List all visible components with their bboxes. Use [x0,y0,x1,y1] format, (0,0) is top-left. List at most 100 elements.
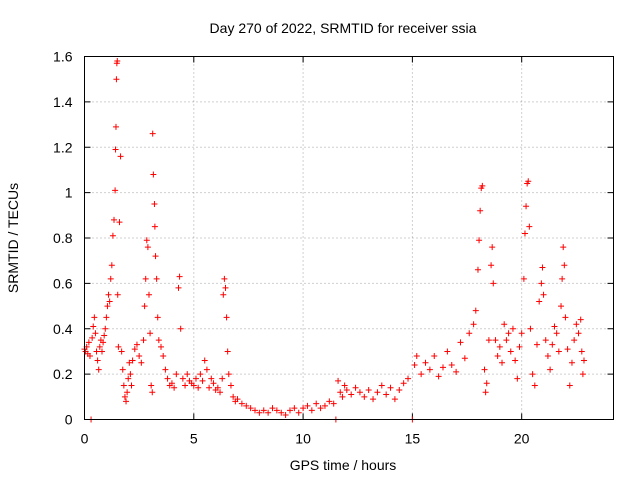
data-point [489,244,496,251]
data-point [143,237,150,244]
data-point [125,375,132,382]
data-point [505,330,512,337]
data-point [96,343,103,350]
data-point [102,325,109,332]
data-point [175,284,182,291]
data-point [151,200,158,207]
x-tick-label: 15 [405,431,421,447]
data-point [558,303,565,310]
data-point [106,298,113,305]
data-point [337,389,344,396]
data-point [540,291,547,298]
data-point [413,352,420,359]
data-point [448,362,455,369]
data-point [184,371,191,378]
data-point [555,348,562,355]
data-point [256,409,263,416]
data-point [140,337,147,344]
data-point [526,223,533,230]
data-point [219,375,226,382]
data-points [81,58,587,423]
data-point [291,405,298,412]
y-tick-label: 0.2 [53,366,73,382]
data-point [129,357,136,364]
data-point [101,332,108,339]
data-point [533,341,540,348]
data-point [151,223,158,230]
data-point [527,325,534,332]
y-tick-label: 1.6 [53,49,73,65]
data-point [145,291,152,298]
data-point [352,384,359,391]
data-point [418,371,425,378]
data-point [112,123,119,130]
y-tick-label: 1 [65,185,73,201]
data-point [171,384,178,391]
data-point [549,341,556,348]
data-point [203,366,210,373]
data-point [273,407,280,414]
data-point [133,341,140,348]
data-point [365,387,372,394]
data-point [199,377,206,384]
data-point [114,291,121,298]
data-point [457,339,464,346]
data-point [539,264,546,271]
data-point [142,275,149,282]
data-point [182,382,189,389]
data-point [243,402,250,409]
data-point [343,387,350,394]
data-point [128,382,135,389]
data-point [512,357,519,364]
data-point [148,382,155,389]
data-point [278,409,285,416]
data-point [103,314,110,321]
data-point [492,337,499,344]
grid-lines [84,56,614,420]
data-point [90,323,97,330]
data-point [313,400,320,407]
data-point [113,76,120,83]
data-point [361,393,368,400]
axis-ticks [84,56,614,420]
data-point [575,330,582,337]
data-point [149,389,156,396]
data-point [98,348,105,355]
data-point [154,314,161,321]
x-axis-label: GPS time / hours [290,457,397,473]
data-point [509,325,516,332]
data-point [112,146,119,153]
data-point [518,330,525,337]
y-tick-label: 1.4 [53,94,73,110]
data-point [91,314,98,321]
data-point [573,321,580,328]
data-point [544,352,551,359]
data-point [538,280,545,287]
data-point [111,216,118,223]
data-point [217,389,224,396]
data-point [503,337,510,344]
data-point [483,380,490,387]
data-point [234,396,241,403]
data-point [295,409,302,416]
data-point [378,382,385,389]
data-point [131,346,138,353]
data-point [326,398,333,405]
data-point [224,348,231,355]
data-point [501,321,508,328]
data-point [86,352,93,359]
y-tick-label: 1.2 [53,139,73,155]
data-point [472,307,479,314]
data-point [531,382,538,389]
data-point [282,411,289,418]
data-point [138,359,145,366]
data-point [300,405,307,412]
data-point [223,314,230,321]
data-point [85,339,92,346]
data-point [238,400,245,407]
data-point [521,230,528,237]
data-point [155,337,162,344]
data-point [400,380,407,387]
data-point [481,366,488,373]
data-point [150,171,157,178]
